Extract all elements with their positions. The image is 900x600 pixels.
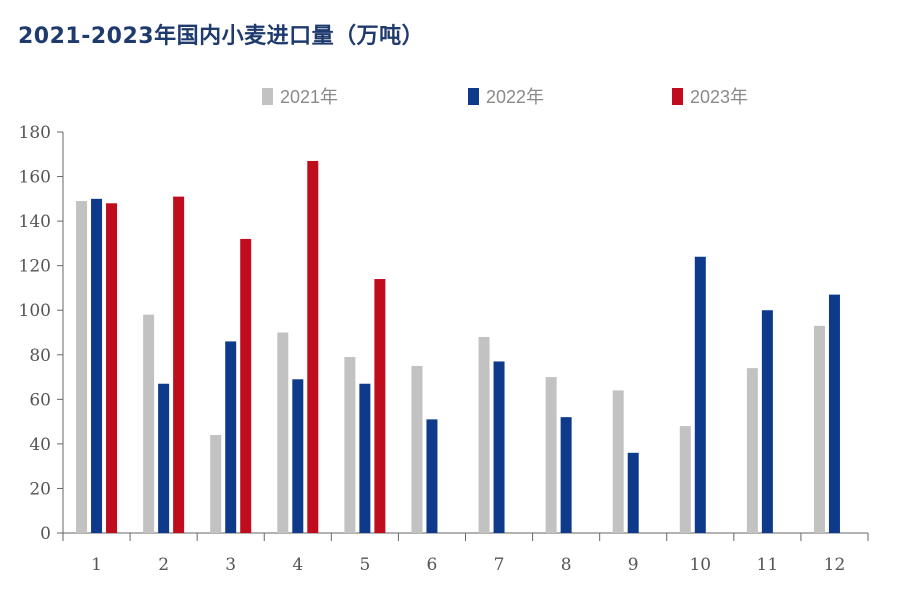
- x-tick-label: 7: [494, 555, 505, 575]
- bar: [210, 434, 222, 533]
- bar: [143, 314, 155, 533]
- bar: [694, 256, 706, 533]
- x-tick-label: 10: [689, 555, 711, 575]
- x-tick-label: 2: [158, 555, 169, 575]
- chart-title: 2021-2023年国内小麦进口量（万吨）: [18, 24, 425, 49]
- bar: [91, 198, 103, 534]
- y-tick-label: 0: [40, 524, 51, 544]
- legend-label: 2023年: [690, 87, 748, 107]
- bar: [411, 365, 423, 533]
- x-tick-label: 9: [628, 555, 639, 575]
- bar: [374, 279, 386, 533]
- y-tick-label: 100: [19, 301, 51, 321]
- y-tick-label: 40: [29, 435, 51, 455]
- x-tick-label: 5: [359, 555, 370, 575]
- x-tick-label: 8: [561, 555, 572, 575]
- bar: [307, 160, 319, 533]
- y-tick-label: 20: [29, 479, 51, 499]
- y-axis: 0 20 40 60 80 100 120 140 160 180: [19, 123, 64, 544]
- chart-legend: 2021年 2022年 2023年: [262, 87, 748, 107]
- y-tick-label: 120: [19, 257, 51, 277]
- bar: [106, 203, 118, 534]
- bar: [359, 383, 371, 533]
- bar: [292, 379, 304, 533]
- legend-label: 2021年: [280, 87, 338, 107]
- bar: [813, 325, 825, 533]
- y-tick-label: 180: [19, 123, 51, 143]
- bar: [746, 368, 758, 533]
- x-axis: 1 2 3 4 5 6 7 8 9 10 11 12: [62, 532, 869, 575]
- legend-swatch: [262, 88, 273, 105]
- x-tick-label: 6: [427, 555, 438, 575]
- bar: [679, 426, 691, 533]
- legend-swatch: [672, 88, 683, 105]
- x-tick-label: 1: [91, 555, 102, 575]
- bars: [76, 160, 840, 534]
- bar: [76, 201, 88, 534]
- bar: [173, 196, 185, 533]
- bar: [158, 383, 170, 533]
- bar: [225, 341, 237, 533]
- y-tick-label: 140: [19, 212, 51, 232]
- x-tick-label: 4: [292, 555, 303, 575]
- bar: [612, 390, 624, 533]
- y-tick-label: 160: [19, 168, 51, 188]
- x-tick-label: 12: [824, 555, 846, 575]
- legend-label: 2022年: [486, 87, 544, 107]
- x-tick-label: 3: [225, 555, 236, 575]
- y-tick-label: 60: [29, 390, 51, 410]
- bar: [828, 294, 840, 533]
- bar: [761, 310, 773, 533]
- legend-swatch: [468, 88, 479, 105]
- bar: [240, 238, 252, 533]
- bar: [277, 332, 289, 533]
- bar: [493, 361, 505, 533]
- bar: [627, 452, 639, 533]
- bar: [478, 336, 490, 533]
- bar: [426, 419, 438, 533]
- bar: [344, 357, 356, 533]
- x-tick-label: 11: [757, 555, 779, 575]
- y-tick-label: 80: [29, 346, 51, 366]
- bar: [560, 417, 572, 533]
- bar: [545, 377, 557, 533]
